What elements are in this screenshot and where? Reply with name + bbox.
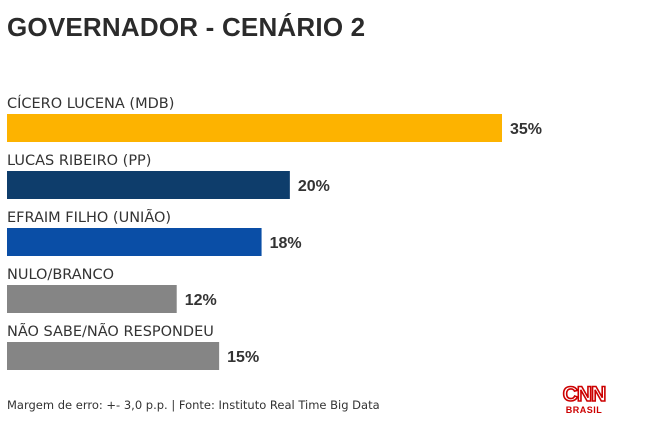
value-label: 12% xyxy=(185,292,217,309)
category-label: NÃO SABE/NÃO RESPONDEU xyxy=(7,323,214,340)
category-label: NULO/BRANCO xyxy=(7,267,114,283)
footnote: Margem de erro: +- 3,0 p.p. | Fonte: Ins… xyxy=(7,398,380,412)
bar xyxy=(7,228,262,256)
logo-brasil-text: BRASIL xyxy=(565,405,603,415)
chart-title: GOVERNADOR - CENÁRIO 2 xyxy=(7,12,366,42)
category-label: CÍCERO LUCENA (MDB) xyxy=(7,95,174,112)
bar xyxy=(7,114,502,142)
bar xyxy=(7,285,177,313)
value-label: 20% xyxy=(298,178,330,195)
value-label: 35% xyxy=(510,121,542,138)
category-label: EFRAIM FILHO (UNIÃO) xyxy=(7,209,171,226)
logo-cnn-text: CNN xyxy=(562,383,607,407)
category-label: LUCAS RIBEIRO (PP) xyxy=(7,153,151,169)
bar xyxy=(7,342,220,370)
value-label: 18% xyxy=(270,235,302,252)
cnn-brasil-logo: CNN BRASIL xyxy=(561,383,607,420)
bar xyxy=(7,171,290,199)
value-label: 15% xyxy=(227,349,259,366)
